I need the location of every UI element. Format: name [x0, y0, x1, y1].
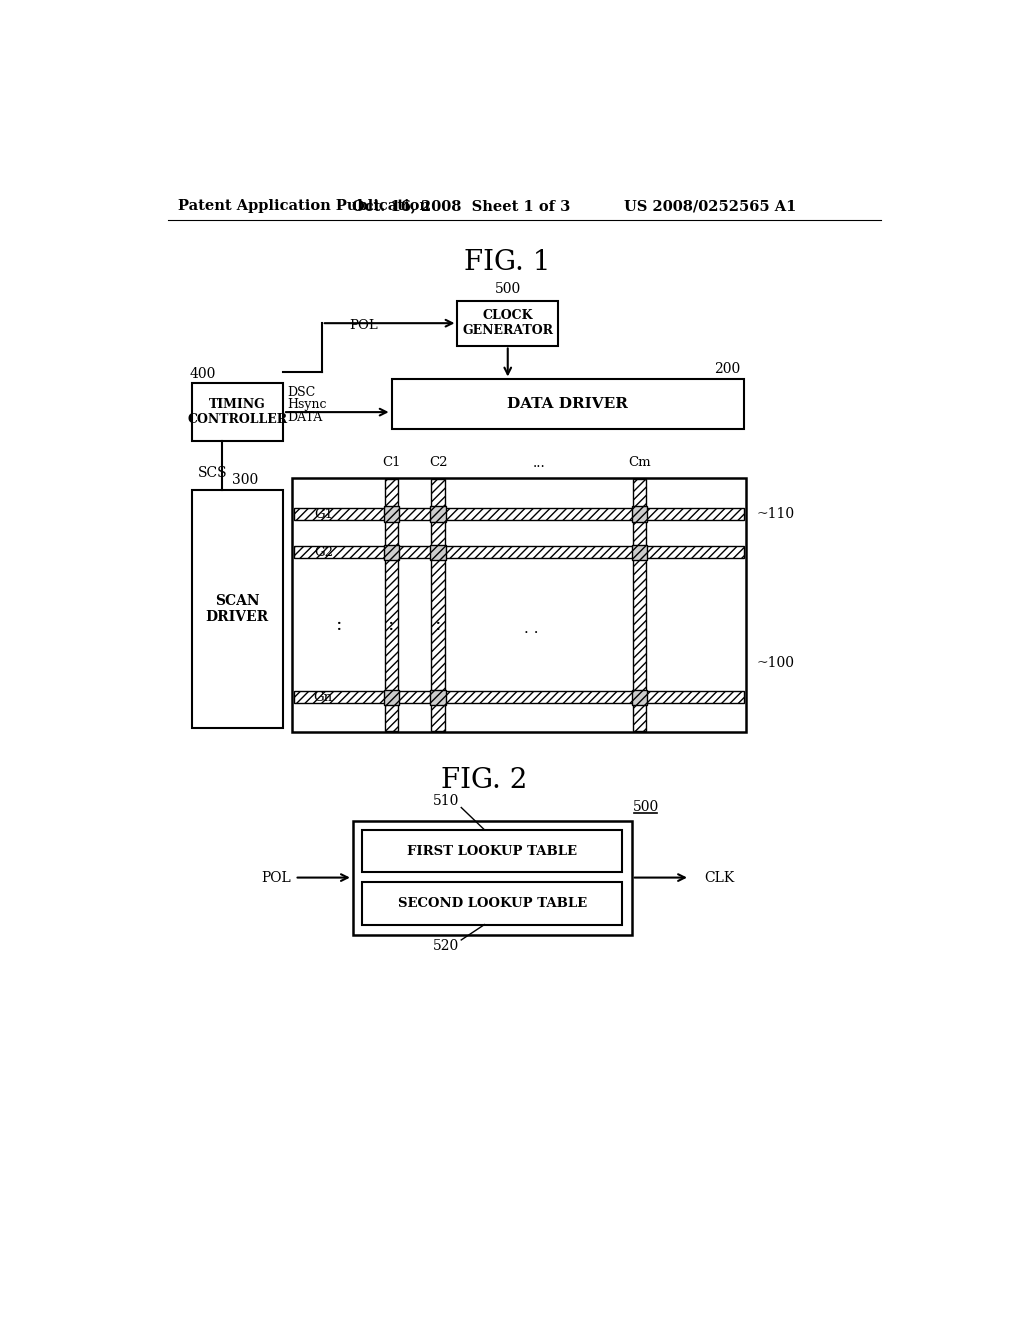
Text: C1: C1: [382, 455, 400, 469]
Bar: [385, 479, 398, 730]
Text: G1: G1: [313, 508, 333, 520]
Bar: [391, 379, 744, 429]
Bar: [191, 490, 283, 729]
Bar: [430, 507, 445, 521]
Text: CLOCK
GENERATOR: CLOCK GENERATOR: [462, 309, 553, 337]
Bar: [292, 478, 745, 733]
Text: Hsync: Hsync: [287, 399, 327, 412]
Text: FIG. 2: FIG. 2: [441, 767, 527, 795]
Text: Patent Application Publication: Patent Application Publication: [178, 199, 430, 213]
Bar: [384, 507, 399, 521]
Text: 400: 400: [190, 367, 216, 381]
Bar: [294, 692, 744, 702]
Text: POL: POL: [261, 871, 291, 884]
Bar: [632, 690, 647, 705]
Text: US 2008/0252565 A1: US 2008/0252565 A1: [624, 199, 797, 213]
Text: FIG. 1: FIG. 1: [465, 249, 551, 276]
Bar: [294, 508, 744, 520]
Text: DATA: DATA: [287, 411, 323, 424]
Text: :: :: [388, 616, 394, 634]
Bar: [431, 479, 445, 730]
Bar: [384, 690, 399, 705]
Bar: [632, 507, 647, 521]
Text: TIMING
CONTROLLER: TIMING CONTROLLER: [187, 399, 288, 426]
Bar: [294, 546, 744, 558]
Text: Cm: Cm: [628, 455, 651, 469]
Text: CLK: CLK: [703, 871, 734, 884]
Text: FIRST LOOKUP TABLE: FIRST LOOKUP TABLE: [408, 845, 578, 858]
Text: · ·: · ·: [523, 626, 539, 640]
Text: POL: POL: [349, 319, 378, 333]
Bar: [430, 690, 445, 705]
Text: 200: 200: [714, 363, 740, 376]
Bar: [633, 479, 646, 730]
Text: :: :: [336, 616, 342, 634]
Text: 300: 300: [231, 474, 258, 487]
Text: 500: 500: [495, 282, 521, 296]
Bar: [430, 545, 445, 561]
Text: 520: 520: [432, 939, 459, 953]
Bar: [632, 545, 647, 561]
Text: ...: ...: [532, 455, 545, 470]
Text: ~110: ~110: [757, 507, 795, 521]
Text: DSC: DSC: [287, 385, 315, 399]
Bar: [384, 545, 399, 561]
Text: :: :: [435, 616, 441, 634]
Bar: [362, 830, 623, 873]
Bar: [191, 383, 283, 441]
Text: SCS: SCS: [198, 466, 227, 479]
Text: Gn: Gn: [313, 690, 333, 704]
Bar: [362, 882, 623, 924]
Text: SCAN
DRIVER: SCAN DRIVER: [206, 594, 269, 624]
Text: ~100: ~100: [757, 656, 795, 669]
Text: G2: G2: [313, 546, 333, 560]
Text: C2: C2: [429, 455, 447, 469]
Text: 500: 500: [633, 800, 658, 813]
Text: 510: 510: [432, 795, 459, 808]
Bar: [458, 301, 558, 346]
Bar: [352, 821, 632, 935]
Text: SECOND LOOKUP TABLE: SECOND LOOKUP TABLE: [397, 896, 587, 909]
Text: Oct. 16, 2008  Sheet 1 of 3: Oct. 16, 2008 Sheet 1 of 3: [352, 199, 570, 213]
Text: DATA DRIVER: DATA DRIVER: [507, 397, 629, 412]
